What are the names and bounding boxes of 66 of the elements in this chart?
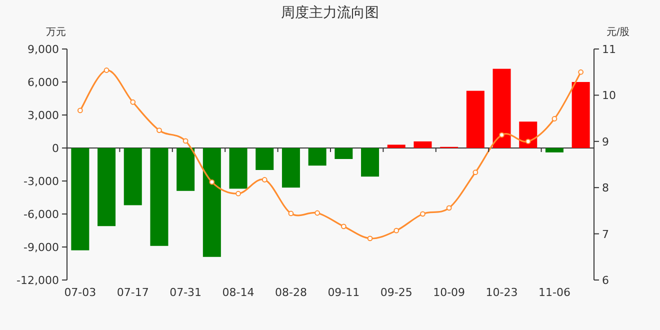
point <box>77 108 83 114</box>
point <box>209 179 215 185</box>
bar <box>308 148 326 166</box>
y2-tick-label: 9 <box>602 135 609 148</box>
y2-tick-label: 10 <box>602 89 616 102</box>
bar <box>387 144 406 148</box>
y2-tick-label: 6 <box>602 274 609 287</box>
bar <box>519 122 538 148</box>
point <box>394 228 400 234</box>
y-tick-label: 6,000 <box>28 76 59 89</box>
point <box>552 116 558 122</box>
bar <box>572 82 590 148</box>
bar <box>176 148 195 191</box>
point <box>130 99 136 105</box>
point <box>104 68 110 73</box>
bar <box>414 141 432 148</box>
chart-title: 周度主力流向图 <box>281 5 379 21</box>
bar <box>466 90 484 148</box>
point <box>420 211 426 217</box>
bar <box>150 148 168 246</box>
x-tick-label: 08-28 <box>274 286 307 299</box>
bar <box>492 68 511 148</box>
bar <box>282 148 300 188</box>
bar <box>334 148 353 159</box>
point <box>156 128 162 134</box>
y-tick-label: 9,000 <box>28 43 59 56</box>
point <box>182 138 188 144</box>
point <box>499 132 504 138</box>
point <box>340 224 346 230</box>
bar <box>124 148 142 206</box>
bar <box>202 148 221 257</box>
y-tick-label: 3,000 <box>28 109 59 122</box>
bar <box>71 148 90 250</box>
bar <box>229 148 248 189</box>
x-tick-label: 07-03 <box>64 286 96 299</box>
y-tick-label: -9,000 <box>24 241 59 254</box>
bar <box>98 148 116 226</box>
point <box>525 138 531 144</box>
point <box>472 170 478 176</box>
x-tick-label: 07-17 <box>116 286 149 299</box>
x-tick-label: 10-09 <box>433 286 466 299</box>
point <box>236 190 241 196</box>
point <box>578 69 584 75</box>
point <box>367 236 373 242</box>
y2-tick-label: 7 <box>602 228 609 241</box>
x-tick-label: 07-31 <box>170 286 202 299</box>
x-tick-label: 10-23 <box>486 286 518 299</box>
y2-tick-label: 11 <box>602 43 616 56</box>
bar <box>256 148 274 170</box>
y-tick-label: 0 <box>52 142 59 155</box>
x-tick-label: 09-11 <box>328 286 360 299</box>
point <box>262 177 268 182</box>
y-tick-label: -3,000 <box>24 175 59 188</box>
x-tick-label: 11-06 <box>538 286 570 299</box>
y-tick-label: -12,000 <box>16 274 59 287</box>
y-axis-title: 万元 <box>46 27 66 38</box>
point <box>446 205 452 211</box>
y-tick-label: -6,000 <box>24 208 59 221</box>
bar <box>545 148 564 152</box>
bar <box>361 148 380 177</box>
point <box>314 210 320 216</box>
x-tick-label: 09-25 <box>380 286 412 299</box>
y2-tick-label: 8 <box>602 182 609 195</box>
y2-axis-title: 元/股 <box>606 27 630 38</box>
x-tick-label: 08-14 <box>222 286 254 299</box>
point <box>288 210 294 216</box>
